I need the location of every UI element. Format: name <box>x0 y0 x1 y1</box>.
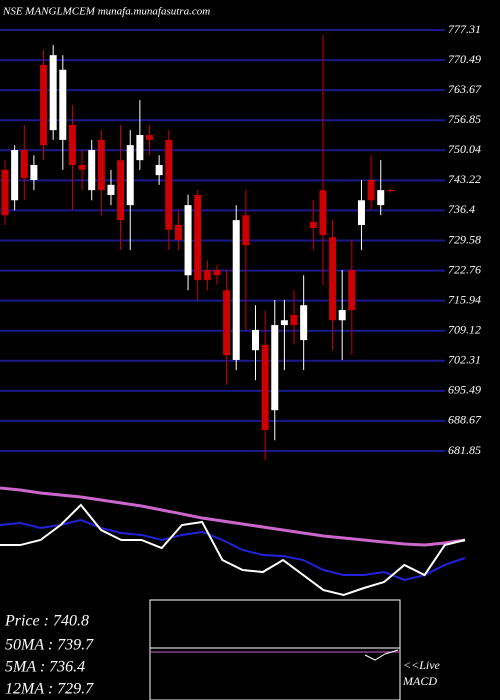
candle-body <box>1 169 9 216</box>
y-tick-label: 729.58 <box>448 232 481 246</box>
y-tick-label: 715.94 <box>448 292 481 306</box>
candle-body <box>280 320 288 326</box>
candle-body <box>338 310 346 321</box>
candle-body <box>290 314 298 326</box>
indicator-line <box>0 518 466 582</box>
candle-body <box>194 194 202 281</box>
candle-body <box>319 190 327 236</box>
candle-body <box>40 64 48 146</box>
info-text: Price : 740.8 <box>4 613 89 630</box>
candle-body <box>136 135 144 161</box>
y-tick-label: 770.49 <box>448 52 481 66</box>
candle-body <box>367 179 375 201</box>
candle-body <box>357 200 365 225</box>
candle-body <box>271 325 279 411</box>
y-tick-label: 709.12 <box>448 322 481 336</box>
candle-body <box>117 160 125 221</box>
candle-body <box>107 184 115 195</box>
indicator-line <box>0 486 466 547</box>
candle-body <box>251 329 259 351</box>
macd-box <box>149 599 401 700</box>
candle-body <box>386 190 394 192</box>
info-text: 50MA : 739.7 <box>5 637 94 654</box>
candle-body <box>78 164 86 170</box>
candle-body <box>174 224 182 240</box>
candle-body <box>97 139 105 191</box>
indicator-line <box>0 503 466 597</box>
candle-body <box>232 220 240 360</box>
candle-body <box>68 124 76 165</box>
candle-body <box>213 269 221 276</box>
y-tick-label: 736.4 <box>448 202 475 216</box>
chart-title: NSE MANGLMCEM munafa.munafasutra.com <box>2 6 210 18</box>
y-tick-label: 702.31 <box>448 353 481 367</box>
macd-label: MACD <box>402 674 437 688</box>
candle-body <box>309 221 317 229</box>
candle-body <box>165 139 173 230</box>
candle-body <box>184 205 192 276</box>
candle-body <box>203 269 211 281</box>
candle-body <box>126 145 134 206</box>
y-tick-label: 743.22 <box>448 172 481 186</box>
candle-body <box>348 269 356 311</box>
y-tick-label: 750.04 <box>448 142 481 156</box>
candle-body <box>329 237 337 321</box>
y-tick-label: 777.31 <box>448 22 481 36</box>
candle-body <box>261 344 269 431</box>
info-text: 5MA : 736.4 <box>5 659 85 676</box>
candle-body <box>242 215 250 246</box>
candle-body <box>59 69 67 140</box>
macd-line <box>364 649 399 661</box>
candle-body <box>49 55 57 131</box>
candle-body <box>155 164 163 176</box>
macd-label: <<Live <box>403 658 441 672</box>
y-tick-label: 763.67 <box>448 82 482 96</box>
candle-body <box>20 150 28 179</box>
candle-body <box>223 290 231 356</box>
y-tick-label: 722.76 <box>448 262 481 276</box>
candle-body <box>88 150 96 191</box>
y-tick-label: 695.49 <box>448 383 481 397</box>
candle-body <box>146 135 154 140</box>
candle-body <box>30 164 38 180</box>
info-text: 12MA : 729.7 <box>5 681 94 698</box>
y-tick-label: 756.85 <box>448 112 481 126</box>
y-tick-label: 681.85 <box>448 443 481 457</box>
y-tick-label: 688.67 <box>448 413 482 427</box>
candle-body <box>300 305 308 341</box>
candle-body <box>11 150 19 201</box>
candle-body <box>377 190 385 206</box>
